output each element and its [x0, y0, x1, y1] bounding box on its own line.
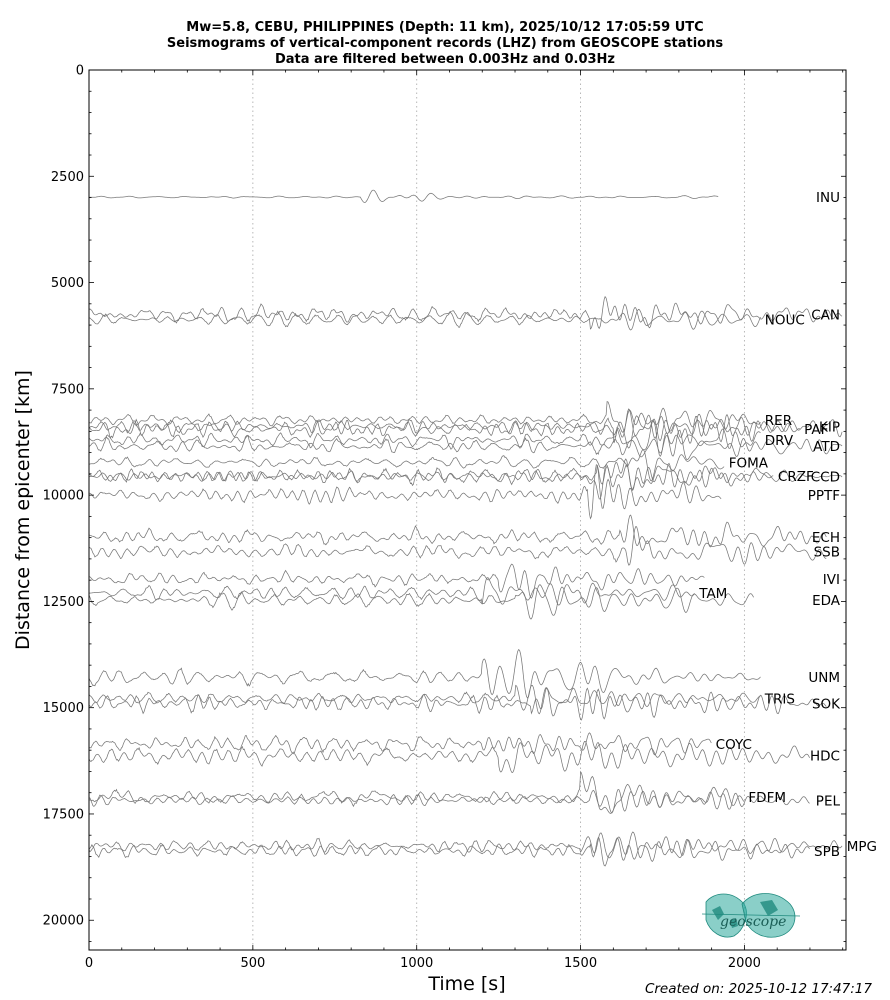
- x-axis-label: Time [s]: [427, 973, 505, 995]
- trace-spb: [88, 836, 810, 867]
- grid-lines: [252, 70, 745, 950]
- creation-timestamp: Created on: 2025-10-12 17:47:17: [644, 981, 872, 997]
- x-tick-label-0: 0: [85, 956, 93, 971]
- logo-text: geoscope: [720, 914, 786, 930]
- trace-group: [88, 189, 843, 867]
- station-label-tam: TAM: [698, 586, 727, 602]
- station-label-eda: EDA: [812, 593, 841, 609]
- trace-nouc: [89, 308, 761, 331]
- trace-eda: [88, 584, 754, 620]
- plot-frame: [88, 69, 847, 951]
- y-tick-label-2500: 2500: [51, 170, 84, 185]
- trace-tris: [88, 684, 761, 715]
- station-label-inu: INU: [816, 190, 840, 206]
- trace-kip: [88, 408, 843, 439]
- title-line-3: Data are filtered between 0.003Hz and 0.…: [275, 52, 615, 67]
- y-tick-label-7500: 7500: [51, 382, 84, 397]
- y-axis-ticks: 0 2500 5000 7500 10000 12500 15000 17500 20000: [43, 64, 846, 942]
- geoscope-logo: geoscope: [701, 893, 801, 938]
- trace-tam: [88, 577, 695, 606]
- trace-hdc: [88, 741, 810, 773]
- station-label-pel: PEL: [816, 793, 841, 809]
- trace-rer: [88, 401, 761, 433]
- x-tick-label-1500: 1500: [564, 956, 597, 971]
- station-label-kip: KIP: [819, 419, 840, 435]
- trace-pel: [88, 789, 810, 814]
- station-label-tris: TRIS: [764, 691, 795, 707]
- axes: [88, 69, 847, 951]
- trace-ech: [88, 514, 827, 548]
- station-label-nouc: NOUC: [765, 313, 805, 329]
- trace-sok: [88, 687, 827, 721]
- y-tick-label-10000: 10000: [43, 489, 84, 504]
- x-axis-ticks: 0 500 1000 1500 2000: [85, 70, 844, 971]
- chart-title: Mw=5.8, CEBU, PHILIPPINES (Depth: 11 km)…: [167, 20, 723, 67]
- trace-pptf: [88, 464, 722, 520]
- station-label-pptf: PPTF: [808, 488, 840, 504]
- x-tick-label-500: 500: [240, 956, 265, 971]
- y-tick-label-17500: 17500: [43, 807, 84, 822]
- station-label-foma: FOMA: [729, 455, 769, 471]
- y-axis-label: Distance from epicenter [km]: [12, 370, 34, 650]
- trace-fdfm: [88, 770, 745, 814]
- station-label-spb: SPB: [814, 844, 840, 860]
- station-label-rer: RER: [765, 413, 792, 429]
- station-label-ech: ECH: [812, 530, 840, 546]
- station-label-unm: UNM: [808, 670, 840, 686]
- trace-coyc: [88, 732, 712, 756]
- title-line-2: Seismograms of vertical-component record…: [167, 36, 723, 51]
- trace-paf: [88, 413, 800, 449]
- station-label-drv: DRV: [765, 433, 794, 449]
- trace-inu: [89, 189, 719, 203]
- station-label-paf: PAF: [804, 422, 828, 438]
- trace-ccd: [89, 462, 843, 492]
- y-tick-label-5000: 5000: [51, 276, 84, 291]
- y-tick-label-20000: 20000: [43, 914, 84, 929]
- trace-foma: [88, 449, 725, 482]
- station-label-atd: ATD: [813, 439, 840, 455]
- trace-mpg: [88, 831, 843, 859]
- station-label-ccd: CCD: [811, 469, 840, 485]
- station-label-mpg: MPG: [847, 839, 877, 855]
- trace-atd: [88, 429, 843, 460]
- station-label-sok: SOK: [812, 696, 841, 712]
- trace-unm: [88, 649, 761, 699]
- y-tick-label-12500: 12500: [43, 595, 84, 610]
- trace-drv: [88, 419, 761, 458]
- station-label-can: CAN: [811, 307, 840, 323]
- station-label-ivi: IVI: [823, 572, 840, 588]
- x-tick-label-2000: 2000: [728, 956, 761, 971]
- x-tick-label-1000: 1000: [400, 956, 433, 971]
- trace-crzf: [88, 458, 774, 500]
- y-tick-label-0: 0: [76, 64, 84, 79]
- station-label-ssb: SSB: [814, 545, 840, 561]
- trace-ivi: [88, 563, 705, 599]
- station-label-fdfm: FDFM: [748, 790, 786, 806]
- trace-can: [88, 295, 843, 330]
- title-line-1: Mw=5.8, CEBU, PHILIPPINES (Depth: 11 km)…: [186, 20, 703, 35]
- trace-ssb: [88, 526, 827, 566]
- station-label-crzf: CRZF: [778, 469, 814, 485]
- station-label-hdc: HDC: [810, 749, 840, 765]
- station-label-coyc: COYC: [716, 737, 752, 753]
- y-tick-label-15000: 15000: [43, 701, 84, 716]
